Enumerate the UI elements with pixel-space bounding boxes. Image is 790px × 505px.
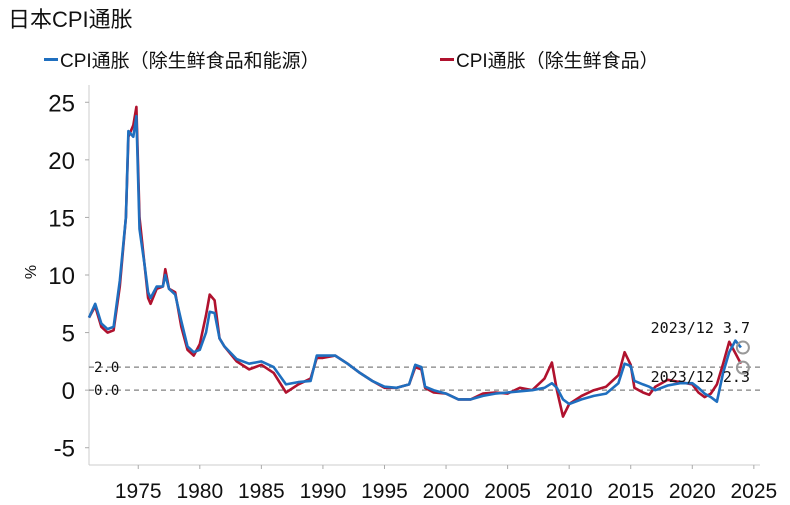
x-tick-label: 1985	[238, 480, 285, 503]
x-tick-label: 2020	[669, 480, 716, 503]
y-tick-label: 5	[62, 321, 75, 348]
legend-item-ex-fresh: CPI通胀（除生鲜食品）	[440, 46, 659, 73]
legend-swatch-ex-fresh	[440, 58, 454, 61]
chart-title: 日本CPI通胀	[8, 7, 133, 32]
x-tick-label: 2005	[484, 480, 531, 503]
reference-line-label: 0.0	[94, 383, 119, 399]
y-tick-label: 0	[62, 378, 75, 405]
y-tick-label: 25	[48, 90, 75, 117]
endpoint-marker-ex-fresh	[735, 360, 750, 375]
legend-label-ex-fresh: CPI通胀（除生鲜食品）	[456, 51, 659, 72]
x-tick-label: 2000	[423, 480, 470, 503]
series-line-core	[87, 114, 742, 406]
y-tick-label: 10	[48, 263, 75, 290]
endpoint-marker-core	[735, 340, 750, 355]
annotation-core: 2023/12 3.7	[651, 319, 750, 337]
annotation-ex-fresh: 2023/12 2.3	[651, 368, 750, 386]
x-tick-label: 1975	[115, 480, 162, 503]
x-tick-label: 1990	[300, 480, 347, 503]
legend-item-core: CPI通胀（除生鲜食品和能源）	[44, 46, 320, 73]
y-tick-label: 15	[48, 205, 75, 232]
y-tick-label: -5	[54, 436, 75, 463]
x-tick-label: 2015	[607, 480, 654, 503]
reference-line-label: 2.0	[94, 360, 119, 376]
x-tick-label: 2010	[546, 480, 593, 503]
x-tick-label: 1980	[176, 480, 223, 503]
legend-swatch-core	[44, 58, 58, 61]
x-tick-label: 2025	[730, 480, 777, 503]
x-tick-label: 1995	[361, 480, 408, 503]
legend-label-core: CPI通胀（除生鲜食品和能源）	[60, 51, 320, 72]
y-axis-label: %	[23, 265, 40, 279]
y-tick-label: 20	[48, 148, 75, 175]
